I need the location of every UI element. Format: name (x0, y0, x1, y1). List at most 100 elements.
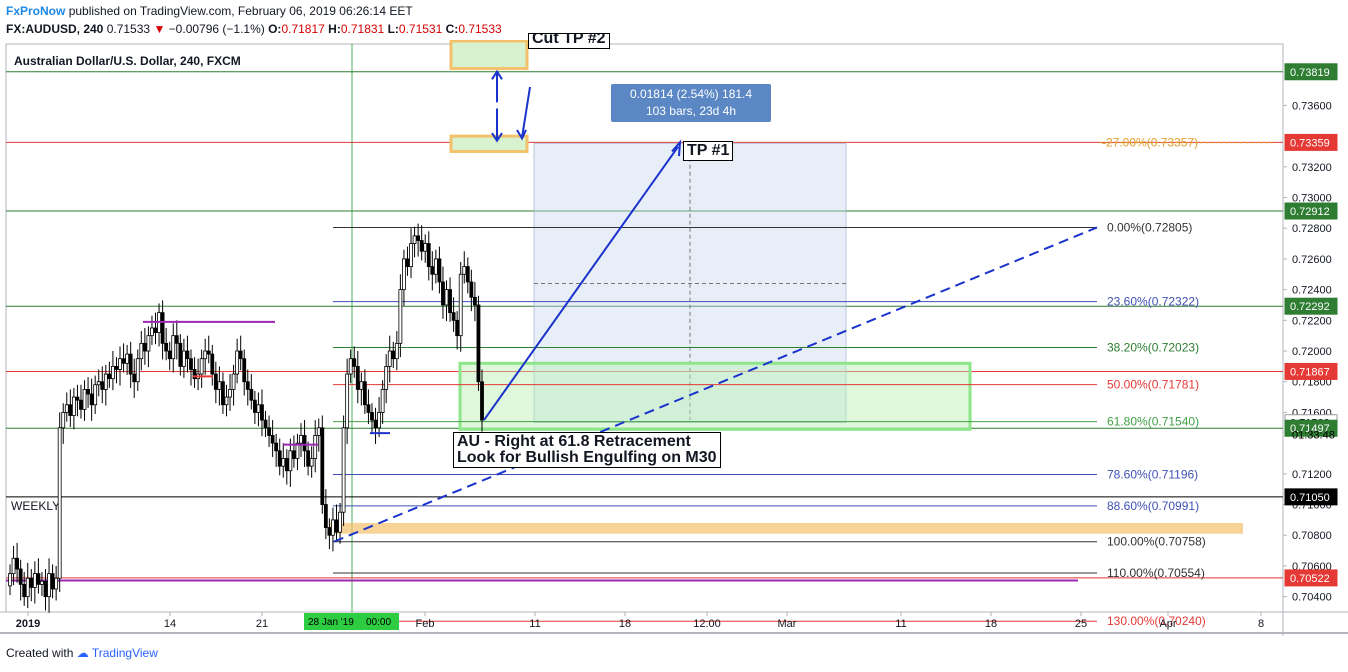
publish-info: published on TradingView.com, February 0… (68, 4, 413, 18)
candle (217, 366, 222, 406)
fib-label: 38.20%(0.72023) (1107, 340, 1199, 354)
candle-body (323, 504, 328, 528)
candle-body (185, 350, 190, 360)
candle (160, 300, 165, 360)
candle-body (146, 335, 151, 352)
candle (402, 249, 406, 306)
candle-body (419, 240, 424, 252)
candle (61, 403, 66, 444)
candle-body (199, 358, 204, 375)
candle (32, 561, 37, 604)
low-value: 0.71531 (398, 22, 443, 36)
candle-body (47, 573, 51, 598)
candle-body (11, 557, 16, 575)
candle (114, 357, 119, 384)
price-tag (1284, 133, 1338, 151)
candle (359, 372, 364, 406)
candle (189, 349, 193, 386)
candle (68, 389, 73, 428)
price-chart[interactable]: Australian Dollar/U.S. Dollar, 240, FXCM… (0, 40, 1348, 636)
projection-arrow (483, 146, 679, 421)
candle-body (210, 353, 215, 375)
candle (54, 565, 59, 601)
price-tag-label: 0.70522 (1290, 573, 1330, 585)
candle (164, 328, 169, 361)
candle (437, 246, 442, 294)
fib-label: 50.00%(0.71781) (1107, 378, 1199, 392)
candle (462, 251, 467, 284)
candle-body (128, 353, 133, 375)
candle (252, 390, 257, 424)
setup-annotation[interactable]: AU - Right at 61.8 Retracement Look for … (453, 432, 721, 468)
candle (373, 407, 378, 444)
candle (185, 335, 190, 373)
candle-body (316, 427, 321, 436)
fib-label: 61.80%(0.71540) (1107, 415, 1199, 429)
candle (221, 372, 225, 414)
candle-body (320, 427, 325, 505)
candle-body (387, 350, 392, 367)
candle-body (362, 381, 367, 406)
tradingview-brand[interactable]: TradingView (91, 646, 158, 660)
candle-body (86, 389, 90, 395)
diag-arrow (521, 86, 531, 138)
tp1-annotation[interactable]: TP #1 (683, 141, 734, 161)
candle (299, 423, 303, 457)
author-name[interactable]: FxProNow (6, 4, 66, 18)
candle-body (263, 419, 268, 429)
candle (249, 374, 254, 410)
candle-body (398, 289, 403, 344)
fib-label: 88.60%(0.70991) (1107, 499, 1199, 513)
candle-body (50, 573, 55, 590)
candle (267, 415, 271, 447)
candle-body (61, 412, 66, 429)
candle-body (142, 342, 147, 352)
ohlc-header: FX:AUDUSD, 240 0.71533 ▼ −0.00796 (−1.1%… (6, 22, 502, 36)
candle (274, 433, 279, 467)
candle-body (125, 353, 130, 364)
candle (256, 392, 261, 427)
candle (43, 569, 48, 611)
candle (433, 249, 438, 284)
y-tick-label: 0.72400 (1292, 285, 1332, 297)
candle (302, 420, 307, 467)
candle (206, 335, 211, 364)
candle-body (93, 384, 98, 406)
candle-body (15, 557, 19, 570)
candle-body (437, 258, 442, 283)
price-tag-label: 0.73819 (1290, 67, 1330, 79)
candle-body (221, 381, 225, 406)
candle-body (160, 312, 165, 344)
y-tick-label: 0.70800 (1292, 530, 1332, 542)
candle-body (402, 258, 406, 291)
candle (320, 415, 325, 514)
tradingview-logo-icon[interactable]: ☁ (76, 646, 89, 660)
candle-body (103, 373, 108, 390)
candle (121, 343, 126, 373)
candle (405, 246, 410, 276)
candle-body (331, 519, 335, 536)
candle (228, 374, 232, 411)
candle (25, 562, 30, 609)
candle-body (433, 258, 438, 275)
candle (465, 257, 470, 294)
candle-body (29, 577, 34, 588)
candle (47, 558, 51, 613)
tp2-box (449, 40, 529, 71)
candle-body (270, 435, 275, 444)
candle (448, 277, 452, 322)
candle (135, 349, 140, 391)
candle-body (309, 458, 314, 467)
x-tick-label: 21 (256, 618, 268, 630)
candle (387, 335, 392, 383)
candle-body (473, 296, 477, 306)
open-value: 0.71817 (281, 22, 325, 36)
candle-body (380, 389, 385, 413)
candle (377, 397, 381, 437)
candle-body (217, 381, 222, 390)
candle-body (71, 396, 76, 416)
candle-body (444, 289, 449, 306)
tp2-annotation[interactable]: Cut TP #2 (528, 33, 610, 49)
candle-body (480, 381, 484, 421)
candle-body (252, 399, 257, 413)
